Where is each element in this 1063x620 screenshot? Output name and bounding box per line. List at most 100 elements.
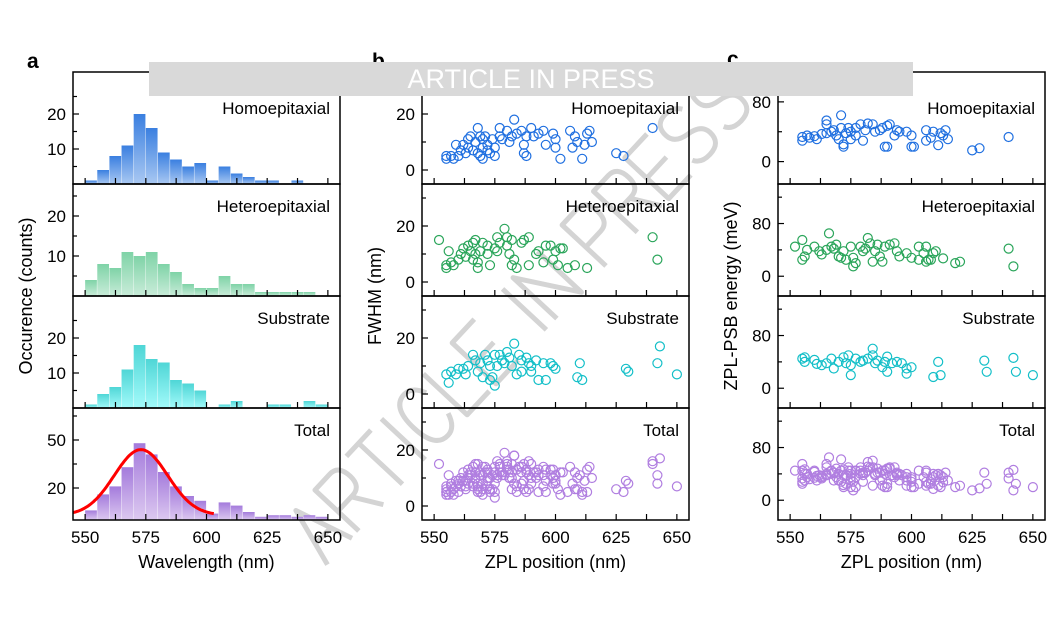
x-tick-label: 550: [420, 528, 448, 547]
y-tick-label: 50: [47, 431, 66, 450]
data-point: [509, 450, 520, 461]
histogram-bar: [303, 401, 316, 408]
data-point: [935, 128, 946, 139]
data-point: [523, 232, 534, 243]
data-point: [538, 358, 549, 369]
data-point: [928, 371, 939, 383]
data-point: [504, 248, 515, 260]
data-point: [865, 238, 876, 249]
data-point: [857, 355, 869, 366]
data-point: [857, 467, 869, 478]
watermark-letter: [655, 102, 721, 167]
data-point: [835, 454, 847, 465]
data-point: [477, 153, 488, 164]
data-point: [1003, 131, 1014, 143]
data-point: [933, 140, 944, 151]
data-point: [497, 355, 508, 366]
data-point: [450, 481, 462, 492]
subplot-title: Total: [294, 421, 330, 440]
data-point: [482, 240, 493, 251]
data-point: [550, 478, 561, 489]
data-point: [433, 234, 445, 246]
data-point: [460, 148, 471, 159]
y-tick-label: 20: [396, 217, 415, 236]
data-point: [908, 141, 920, 152]
data-point: [930, 470, 941, 481]
data-point: [506, 234, 517, 246]
data-point: [555, 153, 566, 164]
data-point: [489, 461, 500, 472]
histogram-bar: [85, 180, 97, 184]
data-point: [533, 128, 544, 139]
data-point: [879, 141, 890, 152]
data-point: [467, 237, 479, 248]
data-point: [823, 228, 835, 239]
histogram-bar: [97, 394, 110, 408]
data-point: [501, 458, 513, 470]
watermark-letter: [346, 430, 414, 497]
data-point: [882, 141, 893, 152]
data-point: [475, 358, 486, 369]
data-point: [811, 470, 822, 481]
data-point: [521, 150, 532, 162]
data-point: [647, 122, 658, 134]
data-point: [623, 478, 634, 489]
data-point: [816, 360, 827, 371]
y-tick-label: 20: [47, 329, 66, 348]
data-point: [882, 463, 893, 474]
data-point: [981, 478, 992, 489]
data-point: [950, 258, 961, 269]
data-point: [814, 246, 825, 257]
y-tick-label: 0: [762, 153, 771, 172]
subplot-title: Homoepitaxial: [927, 99, 1035, 118]
data-point: [550, 134, 561, 145]
data-point: [475, 470, 486, 481]
histogram-bar: [85, 404, 97, 408]
data-point: [1008, 352, 1019, 363]
data-point: [920, 125, 932, 136]
data-point: [540, 139, 551, 150]
data-point: [506, 131, 517, 142]
data-point: [797, 478, 808, 489]
histogram-bar: [145, 252, 158, 296]
data-point: [799, 475, 810, 486]
data-point: [577, 153, 588, 164]
data-point: [584, 125, 595, 136]
histogram-bar: [109, 268, 122, 296]
data-point: [540, 486, 551, 498]
data-point: [848, 261, 859, 272]
y-tick-label: 10: [47, 140, 66, 159]
histogram-bar: [121, 252, 134, 296]
data-point: [862, 232, 873, 244]
data-point: [935, 482, 946, 493]
data-point: [581, 464, 593, 475]
data-point: [511, 262, 522, 274]
data-point: [526, 366, 537, 377]
data-point: [533, 470, 544, 481]
histogram-bar: [182, 284, 194, 296]
data-point: [470, 467, 481, 478]
data-point: [492, 456, 503, 467]
histogram-bar: [85, 280, 97, 296]
data-point: [477, 372, 488, 383]
data-point: [494, 122, 505, 134]
data-point: [530, 248, 542, 260]
data-point: [797, 353, 808, 364]
data-point: [547, 472, 559, 484]
histogram-bar: [206, 513, 219, 520]
subplot-total: 20 50 Total: [47, 407, 341, 521]
data-point: [797, 234, 808, 246]
data-point: [860, 125, 871, 136]
histogram-bar: [182, 496, 194, 520]
data-point: [475, 131, 486, 142]
data-point: [1008, 485, 1019, 496]
histogram-bar: [230, 505, 243, 520]
data-point: [482, 472, 493, 484]
data-point: [913, 254, 924, 265]
y-tick-label: 0: [406, 385, 415, 404]
histogram-bar: [85, 510, 97, 520]
histogram-bar: [267, 292, 279, 296]
data-point: [557, 243, 568, 254]
data-point: [789, 465, 801, 476]
data-point: [867, 256, 878, 267]
